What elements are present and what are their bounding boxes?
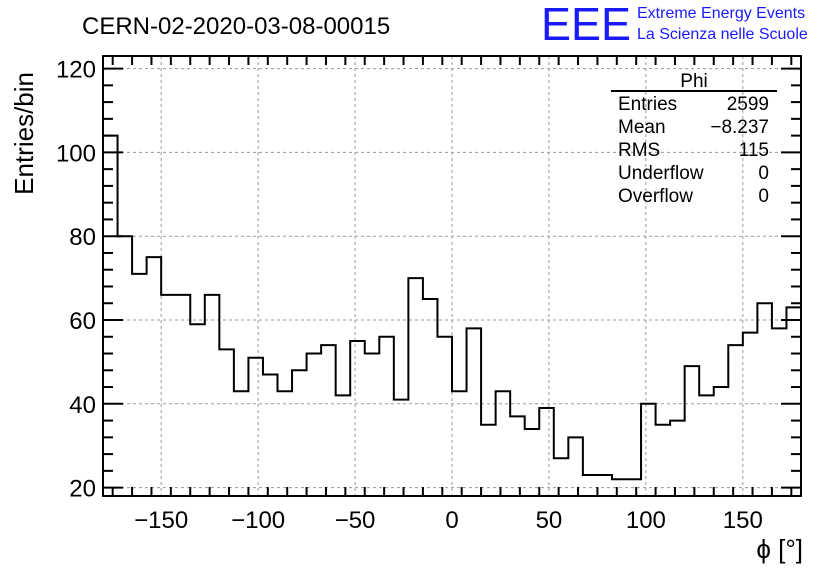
stats-row-value: 2599 [727,94,769,115]
x-tick-label: 100 [626,507,666,534]
histogram-bin [772,328,787,496]
histogram-bin [525,429,540,496]
histogram-bin [423,299,438,496]
histogram-bin [728,345,743,496]
grid-lines [103,56,801,496]
histogram-bin [452,391,467,496]
histogram-bin [176,295,191,496]
x-tick-label: 0 [445,507,458,534]
histogram-bin [219,349,234,496]
stats-row-value: −8.237 [710,117,769,138]
stats-row-label: Entries [618,94,677,115]
histogram-bin [467,328,482,496]
histogram-bin [321,345,336,496]
histogram-bin [307,354,322,496]
x-tick-label: 50 [536,507,563,534]
eee-logo-mark: EEE [541,0,631,50]
histogram-bin [408,278,423,496]
histogram-bin [757,303,772,496]
eee-logo: EEE Extreme Energy Events La Scienza nel… [541,0,808,50]
histogram-bin [248,358,263,496]
stats-row-value: 0 [758,186,769,207]
stats-row-label: Mean [618,117,666,138]
y-tick-label: 40 [69,392,96,419]
plot-frame [102,55,802,497]
histogram-bin [118,236,133,496]
histogram-bin [714,387,729,496]
histogram-bin [437,337,452,496]
histogram-bin [554,458,569,496]
histogram-bin [292,370,307,496]
y-tick-label: 120 [56,57,96,84]
y-tick-label: 60 [69,308,96,335]
histogram-bin [132,274,147,496]
axis-ticks [103,56,801,496]
histogram-bin [496,391,511,496]
histogram-bin [685,366,700,496]
stats-row-value: 115 [739,140,769,161]
histogram-bin [190,324,205,496]
histogram-bin [278,391,293,496]
histogram-bin [641,404,656,496]
stats-box-title: Phi [680,71,707,92]
tick-labels: −150 −100 −50 0 50 100 150 20 40 60 80 100 120 [56,57,763,534]
histogram-line [103,134,802,481]
histogram-bin [481,425,496,496]
stats-row-label: Underflow [618,163,704,184]
y-axis-label: Entries/bin [9,72,39,195]
eee-logo-line1: Extreme Energy Events [637,5,805,22]
histogram-bin [263,374,278,496]
stats-row-label: RMS [618,140,660,161]
histogram-bin [510,416,525,496]
histogram-bin [350,341,365,496]
y-tick-label: 80 [69,224,96,251]
y-tick-label: 100 [56,140,96,167]
x-tick-label: 150 [723,507,763,534]
x-axis-label: ϕ [°] [756,534,803,564]
x-tick-label: −150 [134,507,188,534]
histogram-bin [743,333,758,496]
histogram-bin [670,421,685,496]
histogram-bin [147,257,162,496]
histogram-bin [568,437,583,496]
histogram-bin [597,475,612,496]
stats-box-rows: Entries 2599 Mean −8.237 RMS 115 Underflow 0 Ove… [618,94,769,207]
histogram-bin [612,479,627,496]
x-tick-label: −100 [231,507,285,534]
stats-row-value: 0 [758,163,769,184]
histogram-bin [786,307,801,496]
histogram-bin [539,408,554,496]
histogram-bin [379,337,394,496]
histogram-bin [627,479,642,496]
eee-logo-line2: La Scienza nelle Scuole [637,26,808,43]
stats-row-label: Overflow [618,186,693,207]
histogram-bin [699,395,714,496]
y-tick-label: 20 [69,476,96,503]
histogram-bin [656,425,671,496]
histogram-bin [161,295,176,496]
histogram-bin [365,354,380,496]
histogram-bin [336,395,351,496]
histogram-bin [394,400,409,496]
histogram-bin [583,475,598,496]
x-tick-label: −50 [335,507,376,534]
stats-box: Phi Entries 2599 Mean −8.237 RMS 115 Underflow… [611,71,777,207]
histogram-bin [205,295,220,496]
chart-title: CERN-02-2020-03-08-00015 [82,13,390,40]
histogram-bin [234,391,249,496]
histogram-bin [103,136,118,496]
